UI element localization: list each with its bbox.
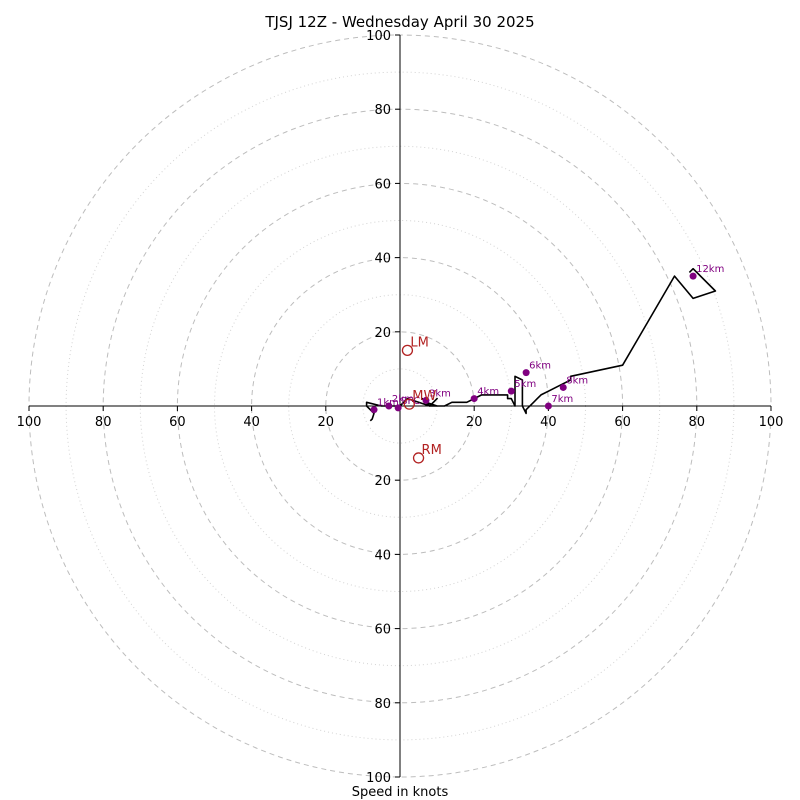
x-tick-label: 40 xyxy=(243,415,260,430)
height-label: 4km xyxy=(477,387,499,398)
height-label: 3km xyxy=(429,388,451,399)
height-markers: 1km2km3km4km5km6km7km8km12kmSFC xyxy=(370,264,724,414)
x-tick-label: 40 xyxy=(540,415,557,430)
height-marker-7km xyxy=(544,402,552,410)
height-label: 6km xyxy=(529,361,551,372)
x-tick-label: 60 xyxy=(169,415,186,430)
x-tick-label: 80 xyxy=(689,415,706,430)
y-tick-label: 100 xyxy=(366,29,391,44)
storm-motion-label: MW xyxy=(412,389,436,404)
y-tick-label: 80 xyxy=(374,103,391,118)
storm-motion-label: LM xyxy=(410,335,428,350)
storm-motion-markers: LM RM MW xyxy=(401,335,442,464)
height-marker-3km xyxy=(422,396,430,404)
height-label: 8km xyxy=(566,375,588,386)
height-marker-12km xyxy=(689,272,697,280)
height-marker-5km xyxy=(507,387,515,395)
axis-ticks: 100 80 60 40 20 20 40 60 80 100 100 80 60 40 20 20 40 60 8… xyxy=(17,29,784,786)
y-tick-label: 100 xyxy=(366,771,391,786)
storm-motion-marker-rm xyxy=(412,452,425,464)
y-tick-label: 80 xyxy=(374,697,391,712)
height-marker-6km xyxy=(522,369,530,377)
storm-motion-label: RM xyxy=(422,443,442,458)
y-tick-label: 60 xyxy=(374,623,391,638)
height-label: SFC xyxy=(401,396,420,407)
height-label: 2km xyxy=(392,394,414,405)
y-tick-label: 40 xyxy=(374,548,391,563)
height-marker-4km xyxy=(470,395,478,403)
height-marker-sfc xyxy=(394,404,402,412)
x-tick-label: 80 xyxy=(95,415,112,430)
y-tick-label: 20 xyxy=(374,474,391,489)
x-tick-label: 20 xyxy=(318,415,335,430)
x-tick-label: 60 xyxy=(614,415,631,430)
height-marker-2km xyxy=(385,402,393,410)
x-tick-label: 100 xyxy=(17,415,42,430)
height-label: 12km xyxy=(696,264,724,275)
x-axis-title: Speed in knots xyxy=(352,785,449,800)
y-tick-label: 60 xyxy=(374,177,391,192)
x-tick-label: 20 xyxy=(466,415,483,430)
height-marker-1km xyxy=(370,406,378,414)
height-label: 5km xyxy=(514,379,536,390)
y-tick-label: 20 xyxy=(374,326,391,341)
chart-title: TJSJ 12Z - Wednesday April 30 2025 xyxy=(264,13,534,31)
x-tick-label: 100 xyxy=(759,415,784,430)
y-tick-label: 40 xyxy=(374,252,391,267)
height-marker-8km xyxy=(559,383,567,391)
height-label: 7km xyxy=(551,394,573,405)
storm-motion-marker-lm xyxy=(401,344,414,357)
storm-motion-marker-mw xyxy=(403,398,415,410)
